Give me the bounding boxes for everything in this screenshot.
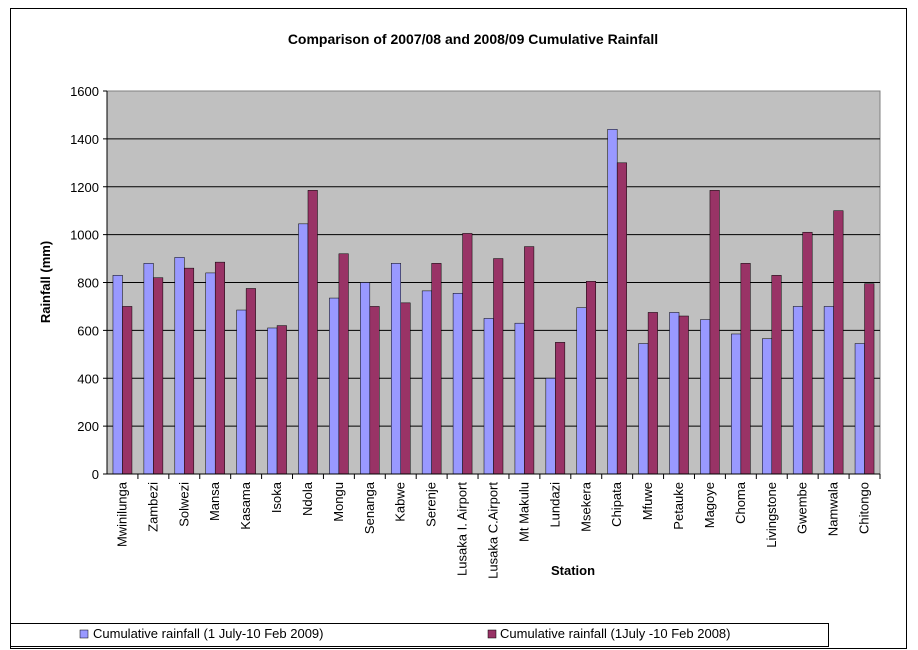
- x-tick-label: Lundazi: [547, 482, 562, 528]
- bar-series-1: [390, 263, 401, 475]
- y-tick-label: 1400: [70, 132, 99, 147]
- x-tick-label: Chitongo: [857, 482, 872, 534]
- legend-label-series-2: Cumulative rainfall (1July -10 Feb 2008): [500, 626, 731, 641]
- x-tick-label: Kabwe: [393, 482, 408, 522]
- y-tick-label: 1200: [70, 180, 99, 195]
- legend-swatch-series-1: [79, 629, 89, 639]
- y-axis-title: Rainfall (mm): [38, 241, 53, 323]
- bar-series-2: [493, 258, 504, 475]
- bar-series-2: [307, 190, 318, 475]
- legend: Cumulative rainfall (1 July-10 Feb 2009)…: [10, 623, 829, 647]
- y-tick-label: 1000: [70, 228, 99, 243]
- bar-series-1: [236, 309, 247, 475]
- bar-series-2: [647, 312, 658, 475]
- x-tick-label: Msekera: [578, 481, 593, 532]
- bar-series-1: [638, 343, 649, 475]
- y-tick-label: 200: [77, 419, 99, 434]
- bar-series-2: [276, 325, 287, 475]
- bar-series-2: [245, 288, 256, 475]
- bar-series-2: [214, 261, 225, 475]
- x-tick-label: Livingstone: [764, 482, 779, 548]
- bar-series-1: [854, 343, 865, 475]
- y-tick-label: 1600: [70, 84, 99, 99]
- bar-series-1: [205, 272, 216, 475]
- x-axis: Mwinilunga Zambezi Solwezi Mansa Kasama Isoka…: [107, 473, 881, 579]
- bar-series-2: [122, 306, 133, 475]
- bar-series-1: [421, 290, 432, 475]
- x-tick-label: Lusaka I. Airport: [455, 482, 470, 576]
- bar-series-1: [823, 306, 834, 475]
- bar-series-2: [709, 190, 720, 475]
- chart-title: Comparison of 2007/08 and 2008/09 Cumula…: [288, 31, 658, 47]
- bar-series-2: [616, 162, 627, 475]
- bar-series-1: [360, 282, 371, 475]
- bar-series-1: [545, 378, 556, 475]
- bar-series-2: [400, 302, 411, 475]
- bar-series-1: [607, 129, 618, 475]
- bar-series-2: [338, 253, 349, 475]
- x-tick-label: Mansa: [207, 481, 222, 521]
- x-tick-label: Zambezi: [145, 482, 160, 532]
- x-tick-label: Petauke: [671, 482, 686, 530]
- bar-series-1: [112, 275, 123, 475]
- legend-label-series-1: Cumulative rainfall (1 July-10 Feb 2009): [93, 626, 324, 641]
- bar-series-1: [329, 297, 340, 475]
- x-tick-label: Senanga: [362, 481, 377, 534]
- x-tick-label: Isoka: [269, 481, 284, 513]
- x-tick-label: Choma: [733, 481, 748, 524]
- bar-series-1: [267, 327, 278, 475]
- legend-swatch-series-2: [487, 629, 497, 639]
- x-tick-label: Mfuwe: [640, 482, 655, 520]
- bar-series-2: [771, 275, 782, 475]
- bar-series-2: [369, 306, 380, 475]
- x-axis-title: Station: [551, 563, 595, 578]
- bar-series-1: [483, 318, 494, 475]
- bar-series-1: [576, 307, 587, 475]
- x-tick-label: Kasama: [238, 481, 253, 529]
- bar-series-2: [153, 277, 164, 475]
- legend-box: [10, 623, 829, 647]
- x-tick-label: Mwinilunga: [114, 481, 129, 547]
- y-tick-label: 0: [92, 467, 99, 482]
- x-tick-label: Solwezi: [176, 482, 191, 527]
- y-tick-label: 400: [77, 371, 99, 386]
- y-axis: 0 200 400 600 800 1000 1200 1400 1600: [70, 84, 108, 482]
- x-tick-label: Gwembe: [795, 482, 810, 534]
- bar-series-2: [462, 233, 473, 475]
- x-tick-label: Mongu: [331, 482, 346, 522]
- bar-series-1: [514, 322, 525, 475]
- y-tick-label: 600: [77, 323, 99, 338]
- x-tick-label: Mt Makulu: [516, 482, 531, 542]
- bar-series-2: [431, 263, 442, 475]
- x-tick-label: Namwala: [826, 481, 841, 536]
- bar-series-2: [833, 210, 844, 475]
- bar-series-1: [762, 338, 773, 475]
- bar-series-1: [452, 293, 463, 475]
- bar-series-2: [802, 231, 813, 475]
- bar-series-2: [555, 342, 566, 475]
- bar-series-1: [792, 306, 803, 475]
- bar-series-2: [864, 283, 875, 475]
- x-tick-label: Serenje: [424, 482, 439, 527]
- x-tick-label: Magoye: [702, 482, 717, 528]
- y-tick-label: 800: [77, 276, 99, 291]
- bar-series-2: [586, 281, 597, 475]
- x-tick-label: Lusaka C.Airport: [486, 482, 501, 579]
- bar-series-2: [524, 246, 535, 475]
- bar-series-2: [184, 267, 195, 475]
- bar-series-1: [143, 263, 154, 475]
- bar-series-1: [700, 319, 711, 475]
- bar-series-2: [740, 263, 751, 475]
- bar-series-1: [298, 223, 309, 475]
- x-tick-label: Ndola: [300, 481, 315, 516]
- bar-series-1: [174, 257, 185, 475]
- bar-series-2: [678, 315, 689, 475]
- bar-series-1: [731, 333, 742, 475]
- bar-series-1: [669, 312, 680, 475]
- x-tick-label: Chipata: [609, 481, 624, 527]
